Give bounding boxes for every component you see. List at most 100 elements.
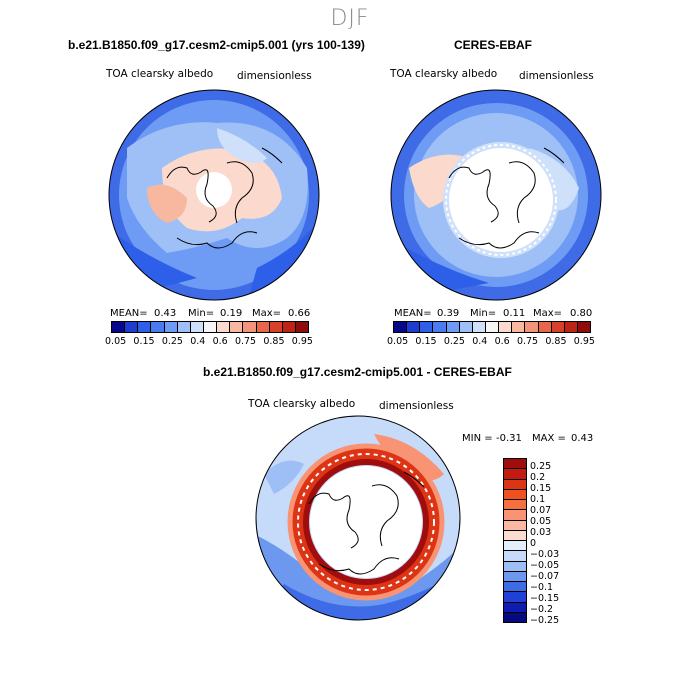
- colorbar-swatch: [269, 322, 283, 332]
- colorbar-swatch: [151, 322, 165, 332]
- panel-1-colorbar: [111, 321, 309, 333]
- diff-colorbar-tick-label: −0.07: [530, 571, 560, 582]
- panel-1-units: dimensionless: [237, 70, 312, 82]
- colorbar-tick-label: 0.25: [161, 336, 183, 347]
- colorbar-swatch: [446, 322, 460, 332]
- diff-colorbar-swatch: [504, 592, 526, 603]
- diff-colorbar-swatch: [504, 582, 526, 593]
- colorbar-tick-label: 0.6: [494, 336, 510, 347]
- colorbar-swatch: [217, 322, 231, 332]
- colorbar-swatch: [472, 322, 486, 332]
- colorbar-swatch: [538, 322, 552, 332]
- panel-1-colorbar-labels: 0.05 0.15 0.25 0.4 0.6 0.75 0.85 0.95: [105, 336, 313, 347]
- diff-min: -0.31: [496, 433, 522, 444]
- colorbar-swatch: [394, 322, 408, 332]
- panel-2-mean-label: MEAN=: [394, 308, 432, 319]
- panel-1-map: [108, 89, 320, 301]
- diff-colorbar: [503, 458, 527, 623]
- diff-colorbar-swatch: [504, 500, 526, 511]
- diff-colorbar-tick-label: 0.2: [530, 472, 546, 483]
- diff-colorbar-tick-label: 0.03: [530, 527, 552, 538]
- diff-colorbar-tick-label: 0.1: [530, 494, 546, 505]
- panel-1-mean: 0.43: [154, 308, 177, 319]
- colorbar-swatch: [203, 322, 218, 332]
- colorbar-swatch: [243, 322, 257, 332]
- colorbar-swatch: [177, 322, 191, 332]
- colorbar-swatch: [190, 322, 204, 332]
- colorbar-tick-label: 0.25: [443, 336, 465, 347]
- diff-panel-map: [255, 415, 461, 621]
- panel-2-min: 0.11: [503, 308, 526, 319]
- colorbar-tick-label: 0.6: [212, 336, 228, 347]
- diff-panel-title: b.e21.B1850.f09_g17.cesm2-cmip5.001 - CE…: [203, 365, 512, 379]
- diff-colorbar-swatch: [504, 459, 526, 470]
- colorbar-swatch: [112, 322, 126, 332]
- colorbar-swatch: [230, 322, 244, 332]
- diff-max: 0.43: [571, 433, 594, 444]
- colorbar-tick-label: 0.05: [105, 336, 127, 347]
- diff-colorbar-tick-label: 0.07: [530, 505, 552, 516]
- season-title: DJF: [330, 6, 370, 31]
- colorbar-tick-label: 0.75: [516, 336, 539, 347]
- colorbar-swatch: [295, 322, 309, 332]
- diff-colorbar-labels: 0.25 0.2 0.15 0.1 0.07 0.05 0.03 0 −0.03 −0.05 −0.…: [530, 458, 559, 626]
- panel-1-min-label: Min=: [188, 308, 215, 319]
- panel-1-title: b.e21.B1850.f09_g17.cesm2-cmip5.001 (yrs…: [68, 38, 365, 52]
- diff-colorbar-tick-label: 0.15: [530, 483, 552, 494]
- diff-colorbar-swatch: [504, 489, 526, 500]
- diff-colorbar-tick-label: 0: [530, 538, 537, 549]
- diff-panel-variable: TOA clearsky albedo: [248, 398, 356, 410]
- colorbar-swatch: [407, 322, 421, 332]
- diff-colorbar-swatch: [504, 530, 526, 541]
- panel-2-units: dimensionless: [519, 70, 594, 82]
- diff-colorbar-tick-label: −0.2: [530, 604, 554, 615]
- diff-colorbar-swatch: [504, 551, 526, 562]
- colorbar-tick-label: 0.05: [387, 336, 409, 347]
- panel-2-max: 0.80: [570, 308, 593, 319]
- colorbar-swatch: [499, 322, 513, 332]
- diff-min-label: MIN =: [462, 433, 493, 444]
- colorbar-tick-label: 0.85: [545, 336, 567, 347]
- panel-2-title: CERES-EBAF: [454, 38, 533, 52]
- colorbar-tick-label: 0.15: [415, 336, 437, 347]
- diff-colorbar-tick-label: −0.1: [530, 582, 554, 593]
- diff-colorbar-tick-label: −0.15: [530, 593, 560, 604]
- colorbar-swatch: [164, 322, 178, 332]
- colorbar-tick-label: 0.85: [263, 336, 285, 347]
- diff-colorbar-swatch: [504, 520, 526, 531]
- panel-2-colorbar: [393, 321, 591, 333]
- panel-1-variable: TOA clearsky albedo: [106, 68, 214, 80]
- diff-colorbar-swatch: [504, 612, 526, 622]
- diff-colorbar-tick-label: −0.03: [530, 549, 560, 560]
- colorbar-swatch: [564, 322, 578, 332]
- panel-2-min-label: Min=: [470, 308, 497, 319]
- diff-colorbar-swatch: [504, 479, 526, 490]
- diff-colorbar-swatch: [504, 510, 526, 521]
- colorbar-tick-label: 0.4: [472, 336, 488, 347]
- colorbar-swatch: [256, 322, 270, 332]
- panel-2-variable: TOA clearsky albedo: [390, 68, 498, 80]
- colorbar-tick-label: 0.75: [234, 336, 257, 347]
- panel-2-max-label: Max=: [533, 308, 563, 319]
- diff-colorbar-tick-label: −0.05: [530, 560, 560, 571]
- colorbar-swatch: [420, 322, 434, 332]
- colorbar-swatch: [459, 322, 473, 332]
- colorbar-swatch: [433, 322, 447, 332]
- panel-1-min: 0.19: [220, 308, 243, 319]
- panel-1-mean-label: MEAN=: [110, 308, 148, 319]
- panel-2-colorbar-labels: 0.05 0.15 0.25 0.4 0.6 0.75 0.85 0.95: [387, 336, 595, 347]
- diff-colorbar-swatch: [504, 469, 526, 480]
- panel-1-max: 0.66: [288, 308, 311, 319]
- diff-colorbar-swatch: [504, 571, 526, 582]
- colorbar-tick-label: 0.95: [291, 336, 313, 347]
- diff-panel-units: dimensionless: [379, 400, 454, 412]
- panel-2-mean: 0.39: [437, 308, 460, 319]
- diff-colorbar-swatch: [504, 541, 526, 552]
- colorbar-swatch: [525, 322, 539, 332]
- colorbar-swatch: [577, 322, 591, 332]
- panel-1-max-label: Max=: [252, 308, 282, 319]
- diff-colorbar-tick-label: 0.05: [530, 516, 552, 527]
- colorbar-swatch: [485, 322, 500, 332]
- diff-colorbar-tick-label: −0.25: [530, 615, 560, 626]
- colorbar-swatch: [512, 322, 526, 332]
